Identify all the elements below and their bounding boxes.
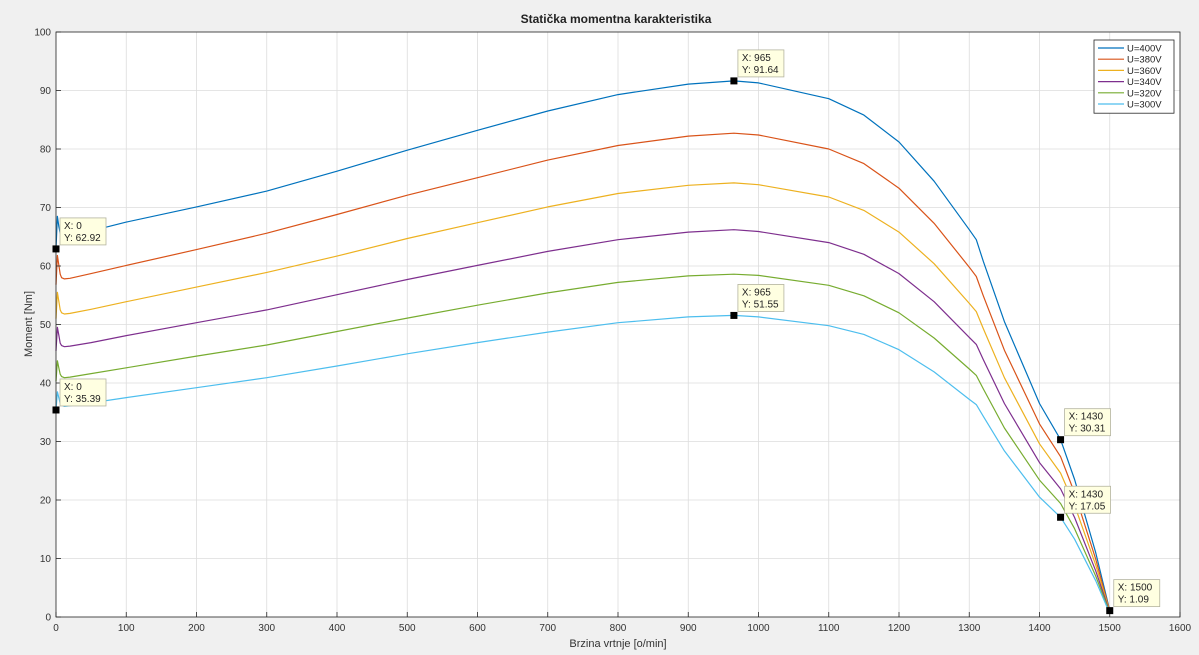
y-tick-label: 40 — [40, 379, 52, 390]
y-tick-label: 50 — [40, 320, 52, 331]
x-tick-label: 600 — [469, 623, 486, 634]
y-tick-label: 30 — [40, 437, 52, 448]
datatip-x-text: X: 1500 — [1118, 583, 1153, 594]
datatip-marker — [1057, 436, 1064, 443]
datatip-x-text: X: 0 — [64, 382, 82, 393]
y-tick-label: 70 — [40, 203, 52, 214]
datatip-y-text: Y: 35.39 — [64, 394, 101, 405]
x-tick-label: 500 — [399, 623, 416, 634]
legend-label: U=300V — [1127, 100, 1162, 111]
y-tick-label: 80 — [40, 145, 52, 156]
datatip-x-text: X: 965 — [742, 53, 771, 64]
y-tick-label: 100 — [34, 28, 51, 39]
y-tick-label: 20 — [40, 496, 52, 507]
x-tick-label: 900 — [680, 623, 697, 634]
x-tick-label: 0 — [53, 623, 59, 634]
x-tick-label: 1000 — [747, 623, 770, 634]
x-tick-label: 1200 — [888, 623, 911, 634]
x-tick-label: 800 — [610, 623, 627, 634]
datatip-marker — [53, 245, 60, 252]
legend-label: U=360V — [1127, 66, 1162, 77]
datatip-y-text: Y: 1.09 — [1118, 595, 1150, 606]
x-tick-label: 200 — [188, 623, 205, 634]
y-tick-label: 60 — [40, 262, 52, 273]
y-tick-label: 0 — [45, 613, 51, 624]
legend-label: U=380V — [1127, 55, 1162, 66]
datatip-marker — [1106, 607, 1113, 614]
datatip-x-text: X: 965 — [742, 287, 771, 298]
x-tick-label: 100 — [118, 623, 135, 634]
datatip-marker — [730, 312, 737, 319]
chart-title: Statička momentna karakteristika — [521, 12, 712, 26]
x-tick-label: 1100 — [818, 623, 840, 634]
x-tick-label: 700 — [539, 623, 556, 634]
x-tick-label: 1400 — [1028, 623, 1051, 634]
datatip-y-text: Y: 17.05 — [1069, 501, 1106, 512]
datatip-y-text: Y: 30.31 — [1069, 424, 1106, 435]
datatip-marker — [53, 406, 60, 413]
legend-label: U=400V — [1127, 44, 1162, 55]
datatip-x-text: X: 1430 — [1069, 412, 1104, 423]
y-tick-label: 10 — [40, 554, 52, 565]
x-tick-label: 400 — [329, 623, 346, 634]
y-tick-label: 90 — [40, 86, 52, 97]
x-axis-label: Brzina vrtnje [o/min] — [569, 638, 666, 650]
y-axis-label: Moment [Nm] — [23, 291, 35, 357]
datatip-y-text: Y: 91.64 — [742, 65, 779, 76]
datatip-marker — [730, 77, 737, 84]
datatip-x-text: X: 1430 — [1069, 489, 1104, 500]
x-tick-label: 1500 — [1099, 623, 1122, 634]
datatip-x-text: X: 0 — [64, 221, 82, 232]
legend-label: U=320V — [1127, 88, 1162, 99]
x-tick-label: 1300 — [958, 623, 981, 634]
datatip-y-text: Y: 51.55 — [742, 299, 779, 310]
x-tick-label: 1600 — [1169, 623, 1192, 634]
legend-label: U=340V — [1127, 77, 1162, 88]
datatip-y-text: Y: 62.92 — [64, 233, 101, 244]
x-tick-label: 300 — [258, 623, 275, 634]
datatip-marker — [1057, 514, 1064, 521]
